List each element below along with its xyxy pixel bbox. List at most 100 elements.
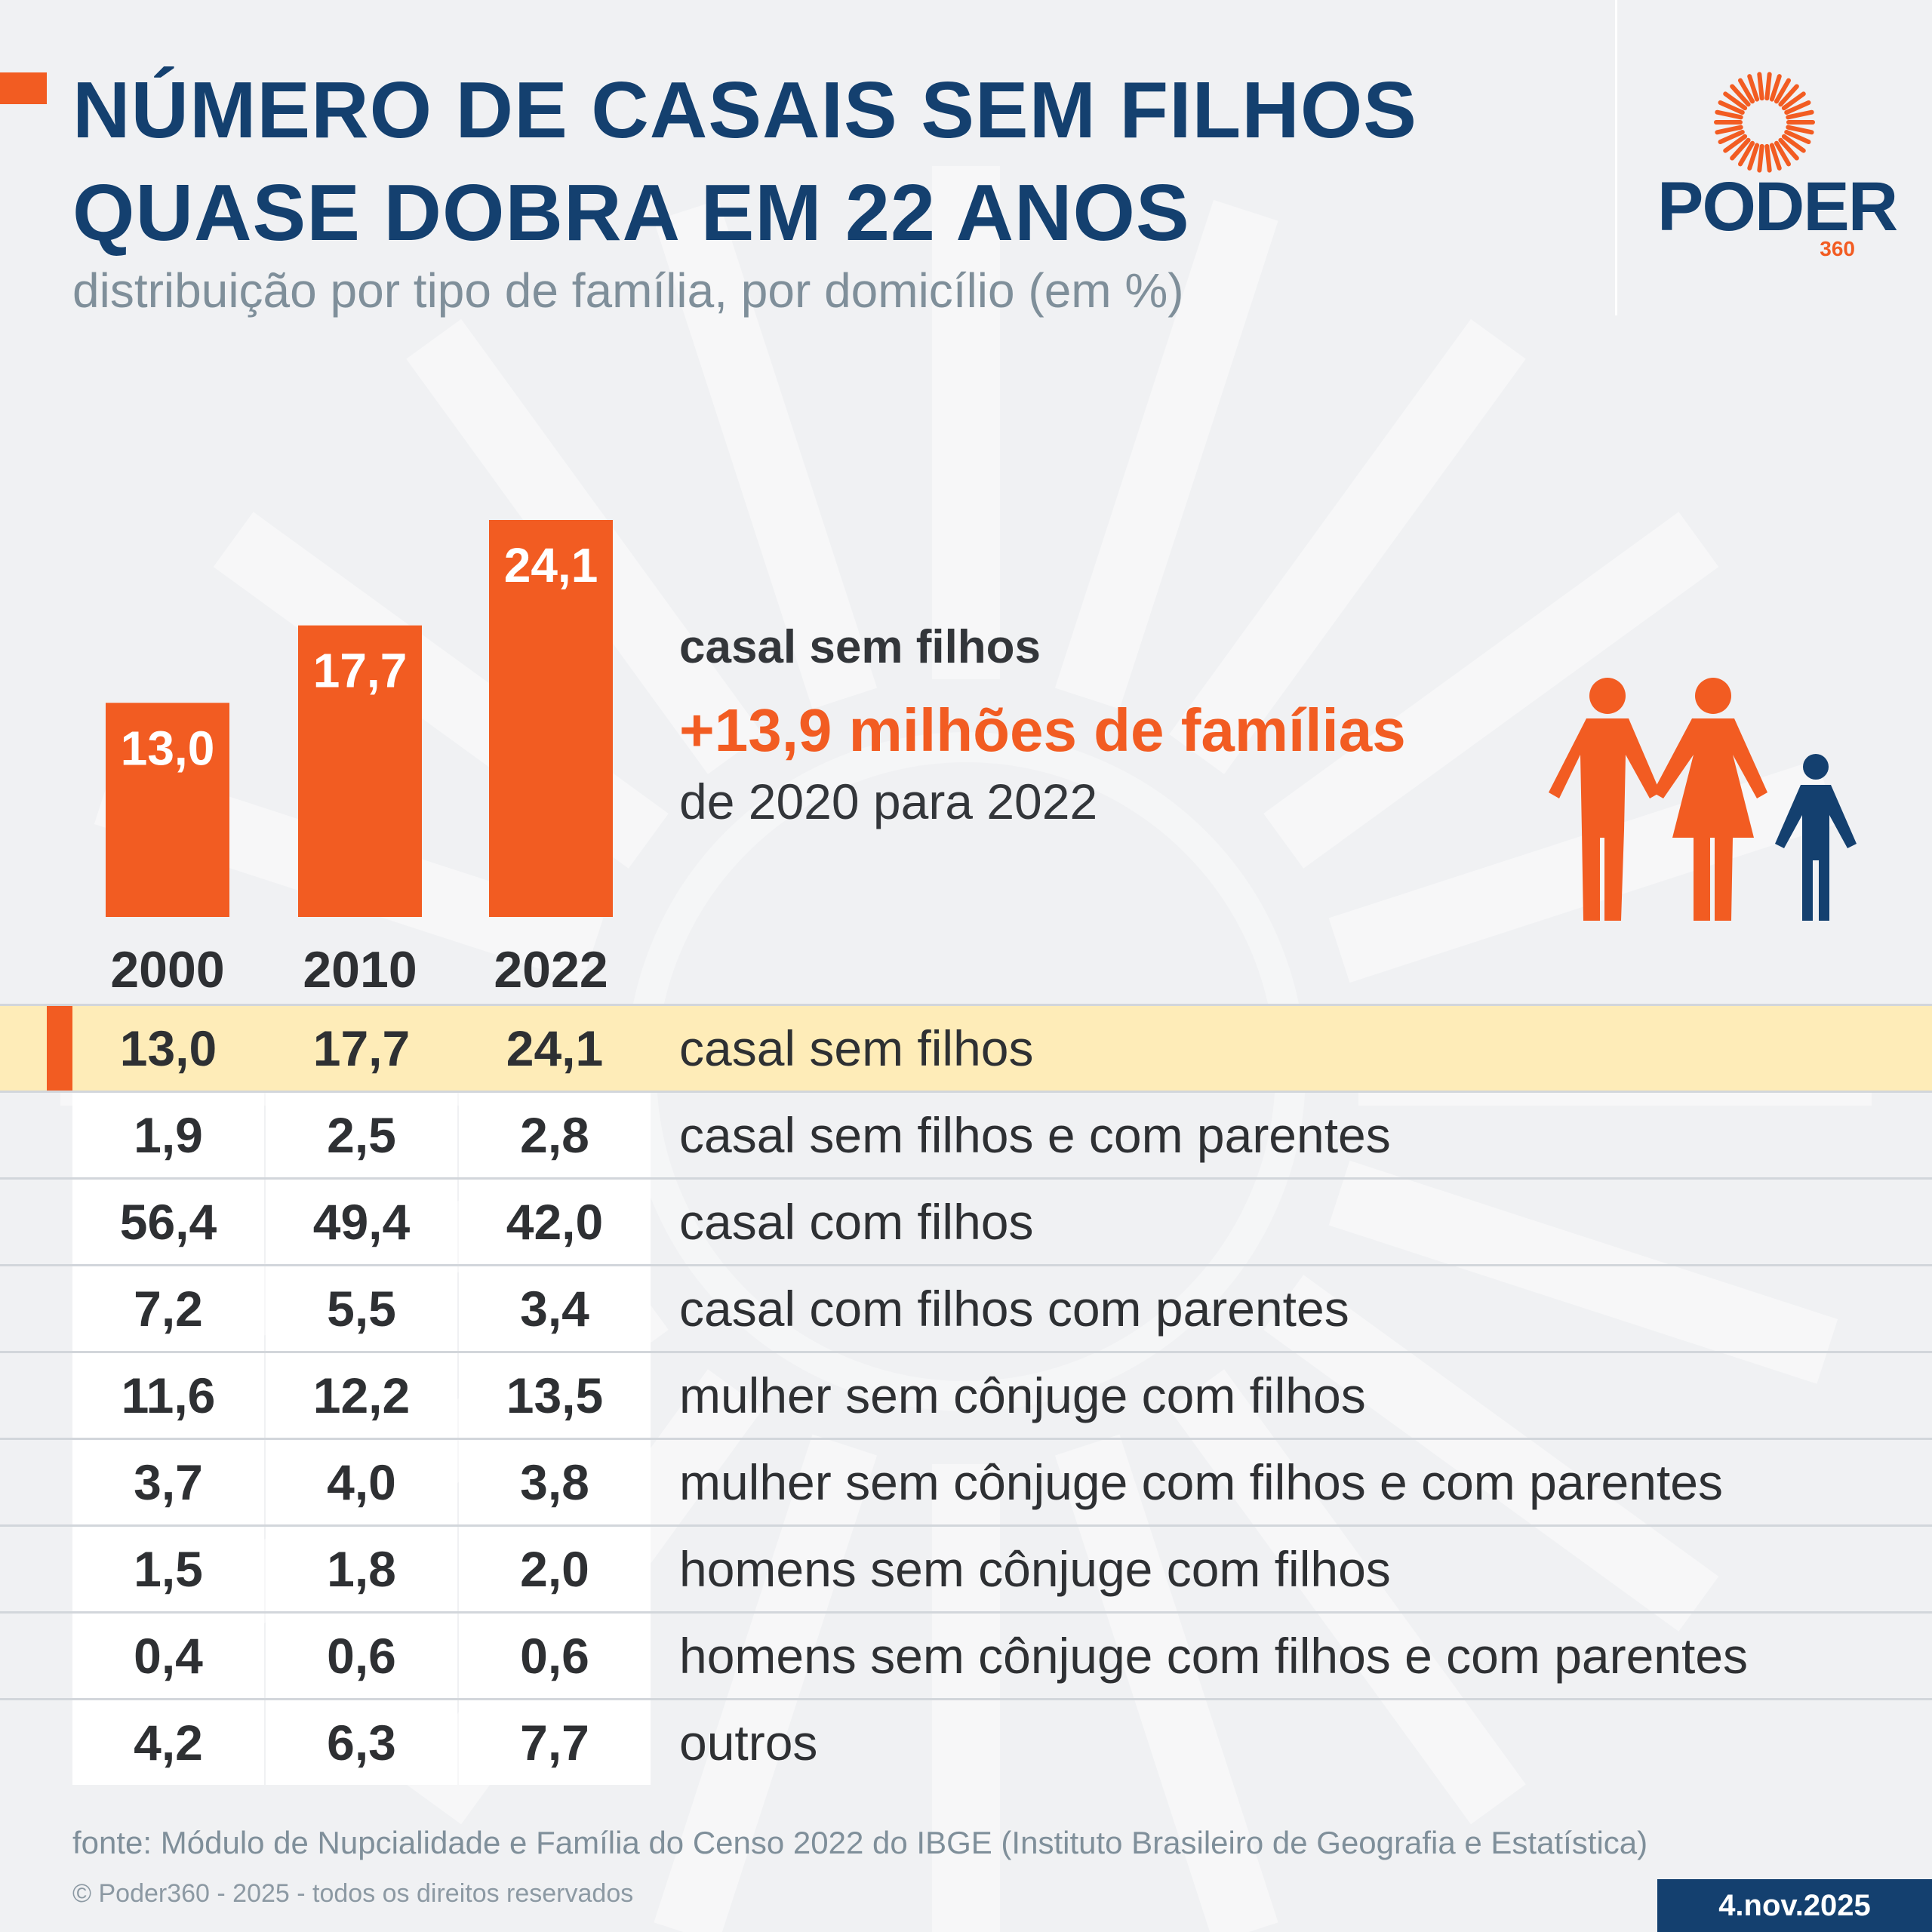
bar-value-label: 24,1 [504, 538, 598, 592]
table-cell-2000: 3,7 [72, 1440, 264, 1524]
table-cell-2010: 17,7 [312, 1020, 411, 1076]
sun-ray [1774, 140, 1791, 167]
sun-ray [1769, 74, 1782, 102]
sun-ray [1723, 134, 1748, 153]
background-ray [654, 199, 878, 709]
source-note: fonte: Módulo de Nupcialidade e Família … [72, 1825, 1648, 1860]
background-ray [1263, 512, 1719, 869]
sun-ray [1738, 78, 1755, 104]
sun-ray [1718, 130, 1745, 145]
child-figure-icon [1775, 754, 1857, 921]
sun-ray [1730, 84, 1751, 107]
highlight-caption: de 2020 para 2022 [679, 774, 1098, 829]
title-accent-bar [0, 72, 47, 104]
table-cell-2022: 13,5 [459, 1353, 651, 1438]
sun-ray [1757, 143, 1764, 173]
table-cell-2000: 11,6 [72, 1353, 264, 1438]
sun-ray [1778, 84, 1799, 107]
date-badge: 4.nov.2025 [1657, 1879, 1932, 1932]
sun-ray [1784, 130, 1811, 145]
header-divider [1615, 0, 1617, 315]
table-cell-2000: 7,2 [72, 1266, 264, 1351]
table-cell-2022: 42,0 [459, 1180, 651, 1264]
bar-2022 [489, 520, 613, 917]
sun-ray [1730, 137, 1751, 161]
table-row: 1,5 1,8 2,0 homens sem cônjuge com filhos [0, 1524, 1932, 1611]
sun-ray [1784, 100, 1811, 115]
table-cell-2010: 1,8 [266, 1527, 457, 1611]
background-ray [1054, 199, 1278, 709]
sun-ray [1764, 72, 1772, 101]
logo-sub: 360 [1820, 237, 1855, 260]
sun-ray [1786, 125, 1814, 135]
sun-ray [1747, 143, 1760, 171]
bar-2000 [106, 703, 229, 917]
bar-2010 [298, 625, 422, 917]
sun-ray [1769, 143, 1782, 171]
sun-ray [1738, 140, 1755, 167]
table-cell-2010: 6,3 [266, 1700, 457, 1785]
row-label: outros [679, 1715, 818, 1770]
table-cell-2022: 24,1 [506, 1020, 604, 1076]
sun-ray [1774, 78, 1791, 104]
sun-ray [1715, 125, 1743, 135]
table-cell-2022: 2,0 [459, 1527, 651, 1611]
table-cell-2010: 49,4 [266, 1180, 457, 1264]
table-cell-2000: 56,4 [72, 1180, 264, 1264]
background-ray [1328, 1160, 1838, 1384]
sun-ray [1781, 91, 1806, 111]
row-label: mulher sem cônjuge com filhos e com pare… [679, 1454, 1723, 1510]
page-title: NÚMERO DE CASAIS SEM FILHOS QUASE DOBRA … [72, 59, 1552, 264]
row-label: homens sem cônjuge com filhos [679, 1541, 1391, 1597]
data-table: 13,0 17,7 24,1 casal sem filhos 1,9 2,5 2,8 cas… [0, 1004, 1932, 1785]
table-cell-2022: 7,7 [459, 1700, 651, 1785]
logo-word: PODER [1657, 168, 1898, 245]
table-row: 7,2 5,5 3,4 casal com filhos com parentes [0, 1264, 1932, 1351]
background-ray [1169, 318, 1526, 774]
table-row: 4,2 6,3 7,7 outros [0, 1698, 1932, 1785]
row-label: casal com filhos com parentes [679, 1281, 1349, 1337]
sun-ray [1778, 137, 1799, 161]
highlight-label: casal sem filhos [679, 621, 1041, 673]
row-label: homens sem cônjuge com filhos e com pare… [679, 1628, 1749, 1684]
family-icon [1549, 678, 1857, 921]
row-label: casal sem filhos e com parentes [679, 1107, 1391, 1163]
title-line-2: QUASE DOBRA EM 22 ANOS [72, 168, 1190, 257]
row-label: casal sem filhos [679, 1020, 1034, 1076]
man-figure-icon [1549, 678, 1660, 921]
table-cell-2022: 2,8 [459, 1093, 651, 1177]
sun-ray [1781, 134, 1806, 153]
sun-icon [1714, 72, 1815, 173]
poder360-logo: PODER 360 [1657, 69, 1898, 266]
category-label: 2000 [110, 941, 224, 996]
sun-ray [1747, 74, 1760, 102]
highlight-value: +13,9 milhões de famílias [679, 697, 1406, 764]
table-row: 3,7 4,0 3,8 mulher sem cônjuge com filhos e… [0, 1438, 1932, 1524]
sun-ray [1764, 143, 1772, 173]
table-cell-2022: 3,8 [459, 1440, 651, 1524]
woman-figure-icon [1653, 678, 1767, 921]
row-label: casal com filhos [679, 1194, 1034, 1250]
table-cell-2022: 0,6 [459, 1614, 651, 1698]
sun-ray [1757, 72, 1764, 101]
bar-chart: 13,0 2000 17,7 2010 24,1 2022 [106, 520, 613, 996]
row-label: mulher sem cônjuge com filhos [679, 1367, 1366, 1423]
table-row: 0,4 0,6 0,6 homens sem cônjuge com filhos e… [0, 1611, 1932, 1698]
sun-ray [1718, 100, 1745, 115]
sun-ray [1715, 109, 1743, 120]
subtitle: distribuição por tipo de família, por do… [72, 263, 1184, 318]
category-label: 2022 [494, 941, 608, 996]
bar-value-label: 13,0 [121, 721, 215, 775]
table-cell-2010: 5,5 [266, 1266, 457, 1351]
table-cell-2010: 4,0 [266, 1440, 457, 1524]
sun-ray [1723, 91, 1748, 111]
table-row: 1,9 2,5 2,8 casal sem filhos e com parentes [0, 1091, 1932, 1177]
row-accent-bar [47, 1006, 72, 1091]
table-row: 13,0 17,7 24,1 casal sem filhos [0, 1004, 1932, 1091]
table-row: 56,4 49,4 42,0 casal com filhos [0, 1177, 1932, 1264]
table-row: 11,6 12,2 13,5 mulher sem cônjuge com filho… [0, 1351, 1932, 1438]
bar-value-label: 17,7 [313, 644, 408, 698]
category-label: 2010 [303, 941, 417, 996]
table-cell-2000: 1,5 [72, 1527, 264, 1611]
table-cell-2022: 3,4 [459, 1266, 651, 1351]
